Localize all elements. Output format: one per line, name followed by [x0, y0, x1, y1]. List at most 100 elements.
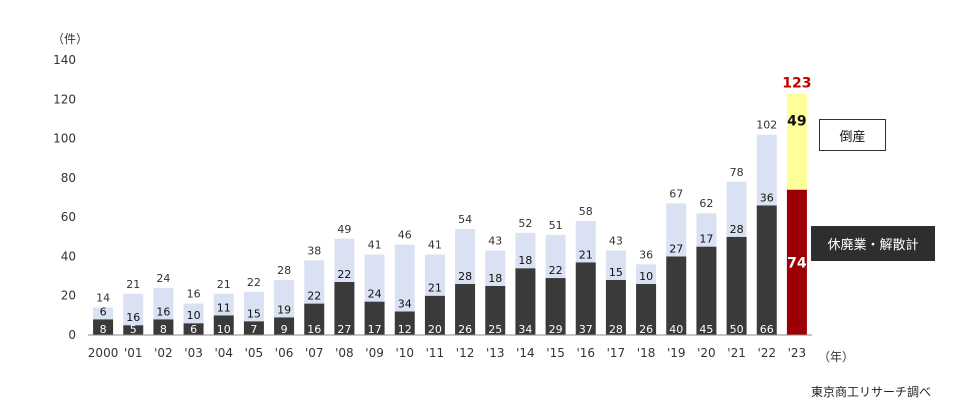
bankruptcy-value-label: 21: [579, 248, 593, 261]
bar-bankruptcy: [786, 93, 807, 190]
closure-value-label: 6: [190, 323, 197, 336]
x-tick-label: '19: [667, 346, 686, 360]
closure-value-label: 40: [669, 323, 683, 336]
total-value-label: 52: [518, 217, 532, 230]
bar-closure: [485, 285, 506, 335]
x-axis-unit: （年）: [818, 350, 855, 364]
x-tick-label: '15: [546, 346, 565, 360]
x-tick-label: '01: [124, 346, 143, 360]
total-value-label: 22: [247, 276, 261, 289]
x-tick-label: '11: [426, 346, 445, 360]
bar-bankruptcy: [93, 307, 114, 320]
bar-bankruptcy: [243, 291, 264, 322]
closure-value-label: 5: [130, 323, 137, 336]
bar-bankruptcy: [394, 244, 415, 312]
total-value-label: 46: [398, 229, 412, 242]
closure-value-label: 50: [730, 323, 744, 336]
total-value-label: 43: [609, 235, 623, 248]
y-axis-unit: （件）: [52, 32, 89, 46]
x-tick-label: '06: [275, 346, 294, 360]
x-tick-label: '04: [214, 346, 233, 360]
bar-bankruptcy: [575, 221, 596, 263]
closure-value-label: 27: [337, 323, 351, 336]
bar-closure: [364, 301, 385, 335]
x-tick-label: '23: [788, 346, 807, 360]
total-value-label: 78: [730, 166, 744, 179]
bar-bankruptcy: [334, 238, 355, 282]
x-tick-label: '13: [486, 346, 505, 360]
bar-bankruptcy: [485, 250, 506, 286]
total-value-label: 123: [782, 75, 811, 91]
closure-value-label: 17: [368, 323, 382, 336]
bar-bankruptcy: [666, 203, 687, 257]
total-value-label: 43: [488, 235, 502, 248]
bar-bankruptcy: [304, 260, 325, 304]
bar-closure: [123, 325, 144, 335]
total-value-label: 21: [217, 278, 231, 291]
legend-closure: 休廃業・解散計: [811, 226, 935, 261]
bar-closure: [274, 317, 295, 335]
x-tick-label: '07: [305, 346, 324, 360]
closure-value-label: 20: [428, 323, 442, 336]
bankruptcy-value-label: 11: [217, 301, 231, 314]
x-tick-label: '03: [184, 346, 203, 360]
x-tick-label: '20: [697, 346, 716, 360]
bar-bankruptcy: [153, 287, 174, 320]
total-value-label: 67: [669, 187, 683, 200]
source-note: 東京商工リサーチ調べ: [810, 385, 931, 399]
closure-value-label: 45: [699, 323, 713, 336]
closure-value-label: 26: [458, 323, 472, 336]
total-value-label: 24: [156, 272, 170, 285]
bar-bankruptcy: [364, 254, 385, 302]
y-tick-label: 40: [61, 249, 76, 263]
bar-bankruptcy: [424, 254, 445, 296]
bar-closure: [636, 283, 657, 335]
closure-value-label: 16: [307, 323, 321, 336]
bar-closure: [455, 283, 476, 335]
x-tick-label: '17: [607, 346, 626, 360]
x-tick-label: '18: [637, 346, 656, 360]
bar-bankruptcy: [756, 134, 777, 206]
total-value-label: 49: [337, 223, 351, 236]
total-value-label: 36: [639, 248, 653, 261]
closure-value-label: 26: [639, 323, 653, 336]
bar-bankruptcy: [545, 234, 566, 279]
bar-closure: [666, 256, 687, 335]
closure-value-label: 7: [250, 323, 257, 336]
total-value-label: 62: [699, 197, 713, 210]
bar-closure: [243, 321, 264, 335]
y-tick-label: 140: [53, 53, 76, 67]
x-tick-label: '12: [456, 346, 475, 360]
y-tick-label: 20: [61, 289, 76, 303]
x-tick-label: '09: [365, 346, 384, 360]
closure-value-label: 28: [609, 323, 623, 336]
bar-closure: [153, 319, 174, 335]
bar-bankruptcy: [213, 293, 234, 316]
bar-closure: [304, 303, 325, 335]
x-tick-label: '22: [757, 346, 776, 360]
bankruptcy-value-label: 15: [247, 307, 261, 320]
bankruptcy-value-label: 22: [307, 290, 321, 303]
closure-value-label: 10: [217, 323, 231, 336]
bar-bankruptcy: [515, 232, 536, 269]
bar-closure: [93, 319, 114, 335]
x-tick-label: '02: [154, 346, 173, 360]
total-value-label: 41: [428, 238, 442, 251]
bar-closure: [334, 281, 355, 335]
bar-closure: [545, 278, 566, 335]
y-tick-label: 0: [68, 328, 76, 342]
total-value-label: 51: [549, 219, 563, 232]
total-value-label: 54: [458, 213, 472, 226]
total-value-label: 21: [126, 278, 140, 291]
bankruptcy-value-label: 22: [337, 268, 351, 281]
bar-closure: [575, 262, 596, 335]
bankruptcy-value-label: 19: [277, 303, 291, 316]
bankruptcy-value-label: 27: [669, 242, 683, 255]
bankruptcy-value-label: 28: [730, 223, 744, 236]
closure-value-label: 9: [281, 323, 288, 336]
bankruptcy-value-label: 34: [398, 297, 412, 310]
total-value-label: 58: [579, 205, 593, 218]
bar-bankruptcy: [605, 250, 626, 280]
bar-bankruptcy: [123, 293, 144, 326]
